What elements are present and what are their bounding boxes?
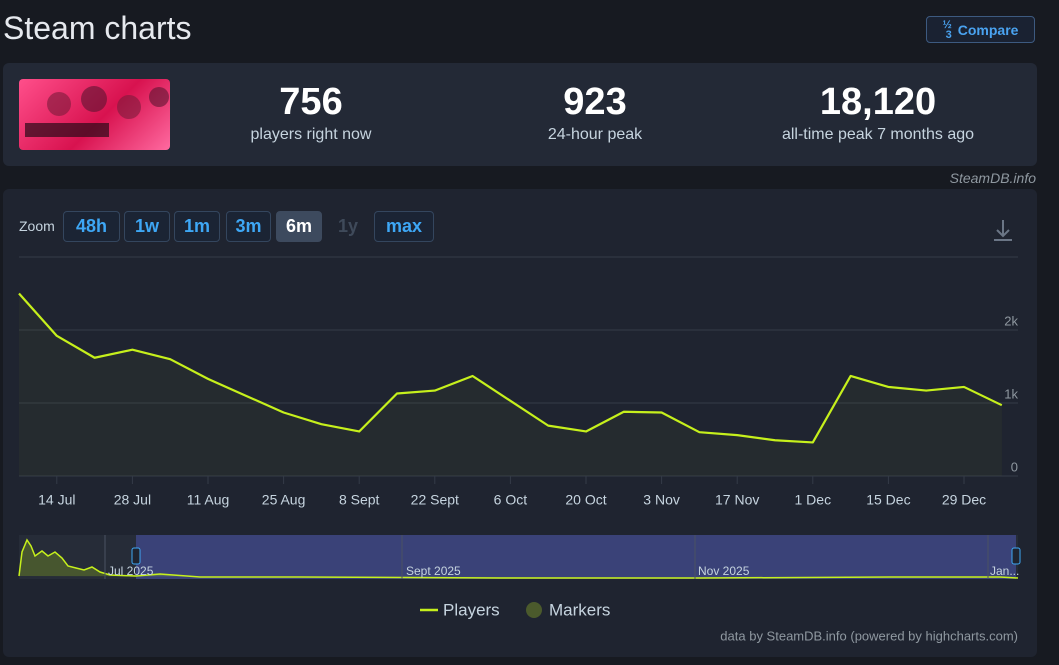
- stats-panel: [3, 63, 1037, 166]
- source-label: SteamDB.info: [949, 170, 1036, 186]
- navigator-selection[interactable]: [136, 535, 1016, 579]
- x-tick-label: 17 Nov: [715, 492, 759, 508]
- game-thumbnail: [19, 79, 170, 150]
- y-tick-label: 2k: [1004, 313, 1018, 328]
- x-tick-label: 15 Dec: [866, 492, 910, 508]
- thumbnail-art: [25, 86, 169, 137]
- navigator-series: [18, 538, 1019, 579]
- x-tick-label: 14 Jul: [38, 492, 75, 508]
- compare-button[interactable]: ½ 3 Compare: [926, 16, 1035, 43]
- x-tick-label: 28 Jul: [114, 492, 151, 508]
- zoom-button[interactable]: 48h: [63, 211, 120, 242]
- navigator-label: Nov 2025: [698, 564, 750, 578]
- stat-value: 18,120: [819, 81, 937, 123]
- x-tick-label: 29 Dec: [942, 492, 986, 508]
- x-tick-label: 8 Sept: [339, 492, 380, 508]
- navigator-label: Sept 2025: [406, 564, 461, 578]
- area: [19, 293, 1002, 476]
- navigator-handle-left[interactable]: [131, 547, 141, 565]
- x-tick-label: 6 Oct: [494, 492, 528, 508]
- zoom-label: Zoom: [19, 218, 55, 234]
- download-icon[interactable]: [994, 220, 1012, 241]
- zoom-button[interactable]: 1y: [337, 216, 359, 236]
- navigator-handle-right[interactable]: [1011, 547, 1021, 565]
- x-tick-label: 3 Nov: [643, 492, 680, 508]
- legend-marker: [526, 602, 542, 618]
- x-tick-label: 22 Sept: [411, 492, 459, 508]
- stat-value: 923: [563, 81, 627, 123]
- stat-label: players right now: [250, 126, 372, 143]
- legend-label[interactable]: Markers: [549, 600, 610, 619]
- y-tick-label: 1k: [1004, 386, 1018, 401]
- stat: 756 players right now: [181, 80, 441, 144]
- zoom-button[interactable]: 3m: [226, 211, 271, 242]
- stat-value: 756: [279, 81, 343, 123]
- navigator-label: Jul 2025: [108, 564, 154, 578]
- stat: 18,120 all-time peak 7 months ago: [748, 80, 1008, 144]
- navigator-label: Jan...: [990, 564, 1019, 578]
- zoom-button[interactable]: 1w: [124, 211, 170, 242]
- compare-label: Compare: [957, 21, 1019, 38]
- x-tick-label: 1 Dec: [795, 492, 832, 508]
- compare-icon: ½ 3: [942, 18, 952, 41]
- stat-label: all-time peak 7 months ago: [781, 126, 975, 143]
- zoom-button[interactable]: 1m: [174, 211, 220, 242]
- zoom-button[interactable]: max: [374, 211, 434, 242]
- page-title: Steam charts: [3, 10, 192, 46]
- stat: 923 24-hour peak: [465, 80, 725, 144]
- stat-label: 24-hour peak: [547, 126, 643, 143]
- x-tick-label: 25 Aug: [262, 492, 306, 508]
- credit: data by SteamDB.info (powered by highcha…: [720, 628, 1018, 643]
- zoom-button[interactable]: 6m: [276, 211, 322, 242]
- navigator-grid: [104, 535, 989, 579]
- line: [18, 292, 1003, 444]
- x-tick-label: 20 Oct: [565, 492, 606, 508]
- y-tick-label: 0: [1011, 459, 1018, 474]
- x-tick-label: 11 Aug: [187, 492, 230, 508]
- legend-label[interactable]: Players: [443, 600, 500, 619]
